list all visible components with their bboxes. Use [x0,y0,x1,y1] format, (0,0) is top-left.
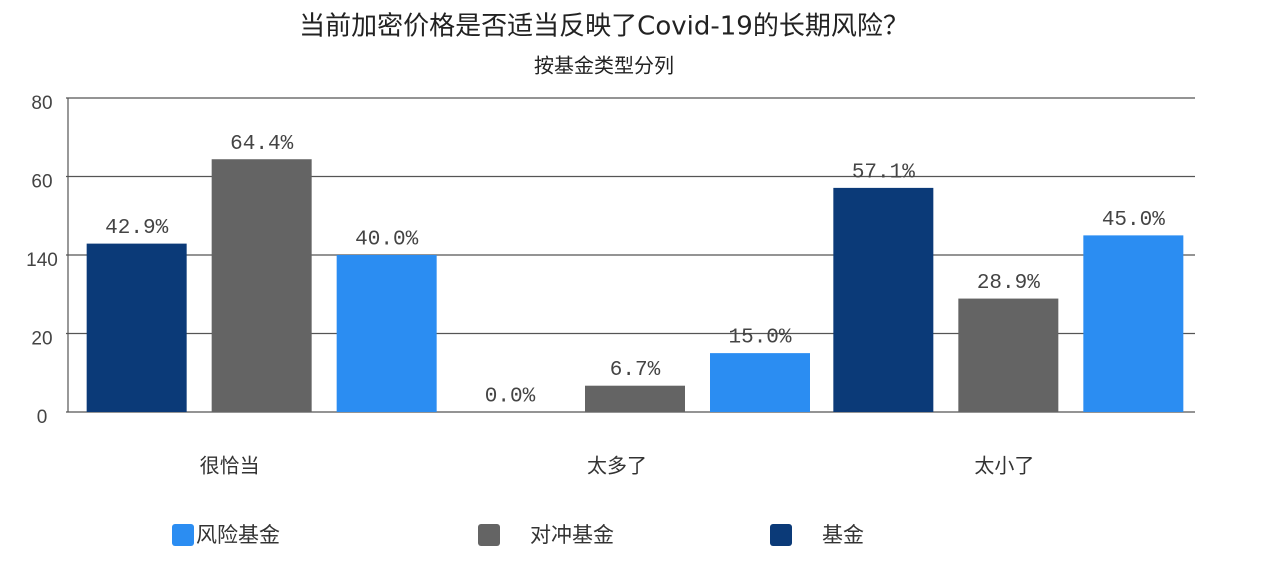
y-tick-label: 20 [31,329,52,350]
chart-title: 当前加密价格是否适当反映了Covid-19的长期风险？ [299,12,909,42]
legend-label: 基金 [822,523,864,547]
bar [585,385,685,412]
y-tick-label: 60 [31,172,52,193]
chart-subtitle: 按基金类型分列 [534,54,674,78]
y-tick-label: 140 [26,250,58,271]
bar [1083,235,1184,412]
y-tick-label: 80 [31,93,52,114]
bar [336,255,437,412]
value-label: 64.4% [230,133,293,156]
bar [958,298,1059,412]
value-label: 45.0% [1102,209,1165,232]
legend-label: 对冲基金 [530,523,614,547]
y-tick-label: 0 [37,407,48,428]
x-tick-label: 太小了 [974,454,1034,478]
value-label: 28.9% [977,272,1040,295]
legend-swatch [770,524,792,546]
bar [86,243,187,412]
bar [710,353,810,412]
value-label: 42.9% [105,217,168,240]
x-tick-label: 很恰当 [200,454,260,478]
bar [211,159,312,412]
value-label: 57.1% [852,161,915,184]
value-label: 40.0% [355,229,418,252]
legend-swatch [172,524,194,546]
bar [833,187,934,412]
legend-swatch [478,524,500,546]
legend-label: 风险基金 [196,523,280,547]
value-label: 15.0% [728,327,791,350]
x-tick-label: 太多了 [587,454,647,478]
value-label: 6.7% [610,359,661,382]
value-label: 0.0% [485,386,536,409]
